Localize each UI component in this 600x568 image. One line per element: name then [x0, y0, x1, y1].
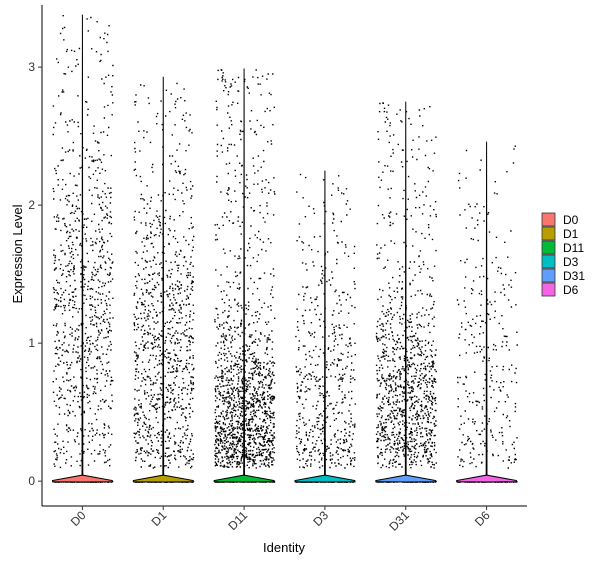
legend-key-d6 — [541, 282, 556, 297]
violin-d11 — [213, 68, 275, 483]
legend-key-d1 — [541, 226, 556, 241]
violin-d6 — [456, 141, 517, 483]
y-tick-label: 3 — [28, 60, 35, 74]
points-d1 — [133, 82, 195, 469]
x-tick-label-d1: D1 — [149, 508, 170, 529]
violin-d31 — [375, 101, 437, 483]
legend-key-d0 — [541, 212, 556, 227]
legend-key-d3 — [541, 254, 556, 269]
x-tick-label-d31: D31 — [386, 508, 412, 534]
x-tick-label-d3: D3 — [310, 508, 331, 529]
ticks-layer: 0 1 2 3 D0 D1 D11 D3 D31 D6 — [28, 60, 493, 534]
legend-label-d6: D6 — [563, 283, 579, 297]
y-axis-title: Expression Level — [10, 204, 25, 303]
y-tick-label: 1 — [28, 336, 35, 350]
violin-d3 — [294, 170, 356, 483]
violin-d0 — [52, 14, 113, 483]
x-axis-title: Identity — [263, 540, 305, 555]
violins-layer — [52, 14, 517, 483]
points-d11 — [214, 69, 276, 469]
legend-label-d3: D3 — [563, 255, 579, 269]
legend-label-d11: D11 — [563, 241, 584, 255]
axes-layer — [41, 5, 527, 507]
points-d31 — [375, 102, 437, 469]
y-tick-label: 2 — [28, 198, 35, 212]
legend-label-d1: D1 — [563, 227, 579, 241]
legend-key-d31 — [541, 268, 556, 283]
violin-d1 — [132, 76, 194, 483]
jitter-points-layer — [52, 15, 518, 483]
y-tick-label: 0 — [28, 474, 35, 488]
legend-label-d31: D31 — [563, 269, 585, 283]
legend-label-d0: D0 — [563, 213, 579, 227]
x-tick-label-d11: D11 — [225, 508, 250, 533]
x-tick-label-d6: D6 — [472, 508, 493, 529]
points-d3 — [295, 173, 357, 469]
legend-key-d11 — [541, 240, 556, 255]
x-tick-label-d0: D0 — [68, 508, 89, 529]
